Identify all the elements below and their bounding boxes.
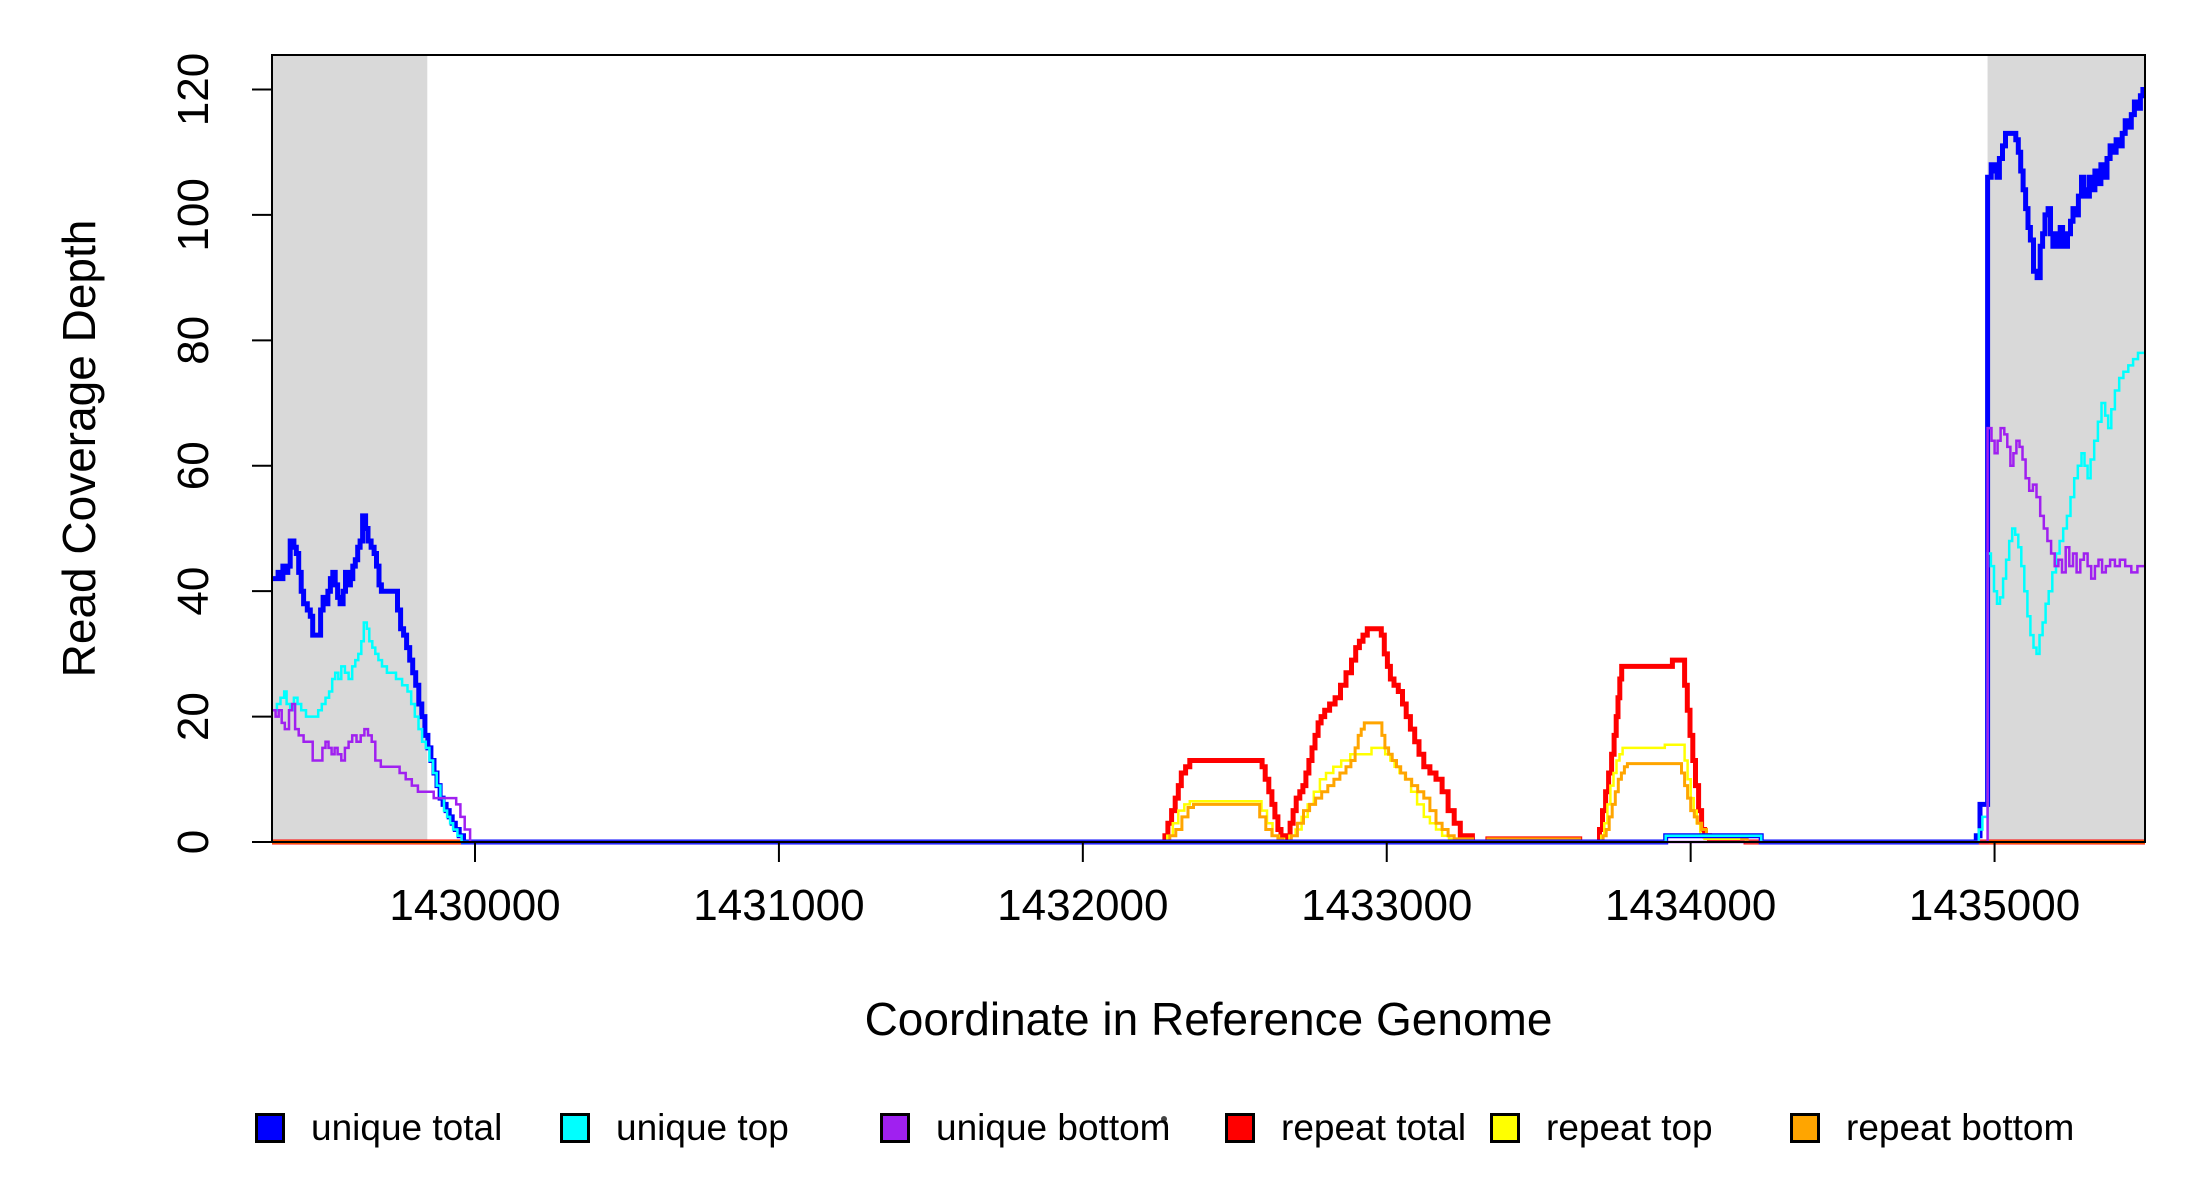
series-line-unique-top <box>272 351 2145 844</box>
y-axis-tick-label: 20 <box>169 692 218 741</box>
series-line-repeat-bottom <box>272 721 2145 844</box>
x-axis-tick-label: 1431000 <box>693 881 864 930</box>
y-axis-tick-label: 120 <box>169 53 218 126</box>
series-line-repeat-total <box>272 626 2145 845</box>
x-axis-tick-label: 1435000 <box>1909 881 2080 930</box>
y-axis-tick-label: 40 <box>169 567 218 616</box>
shaded-regions-layer <box>272 55 2145 842</box>
y-axis-tick-label: 100 <box>169 178 218 251</box>
x-axis-tick-label: 1433000 <box>1301 881 1472 930</box>
series-line-unique-bottom <box>272 426 2145 844</box>
x-axis-title: Coordinate in Reference Genome <box>865 993 1553 1045</box>
y-axis-tick-label: 0 <box>169 830 218 854</box>
shaded-region-1 <box>1987 55 2145 842</box>
series-line-unique-total <box>272 87 2146 845</box>
axes-layer: 1430000 1431000 1432000 1433000 1434000 14350… <box>169 53 2146 930</box>
x-axis-tick-label: 1430000 <box>389 881 560 930</box>
shaded-region-0 <box>272 55 428 842</box>
plot-box <box>271 54 2146 843</box>
y-axis-tick-label: 60 <box>169 441 218 490</box>
stray-dot <box>1161 1116 1167 1122</box>
x-axis-tick-label: 1432000 <box>997 881 1168 930</box>
series-layer <box>272 87 2146 845</box>
x-axis-tick-label: 1434000 <box>1605 881 1776 930</box>
y-axis-tick-label: 80 <box>169 316 218 365</box>
y-axis-title: Read Coverage Depth <box>53 220 105 678</box>
